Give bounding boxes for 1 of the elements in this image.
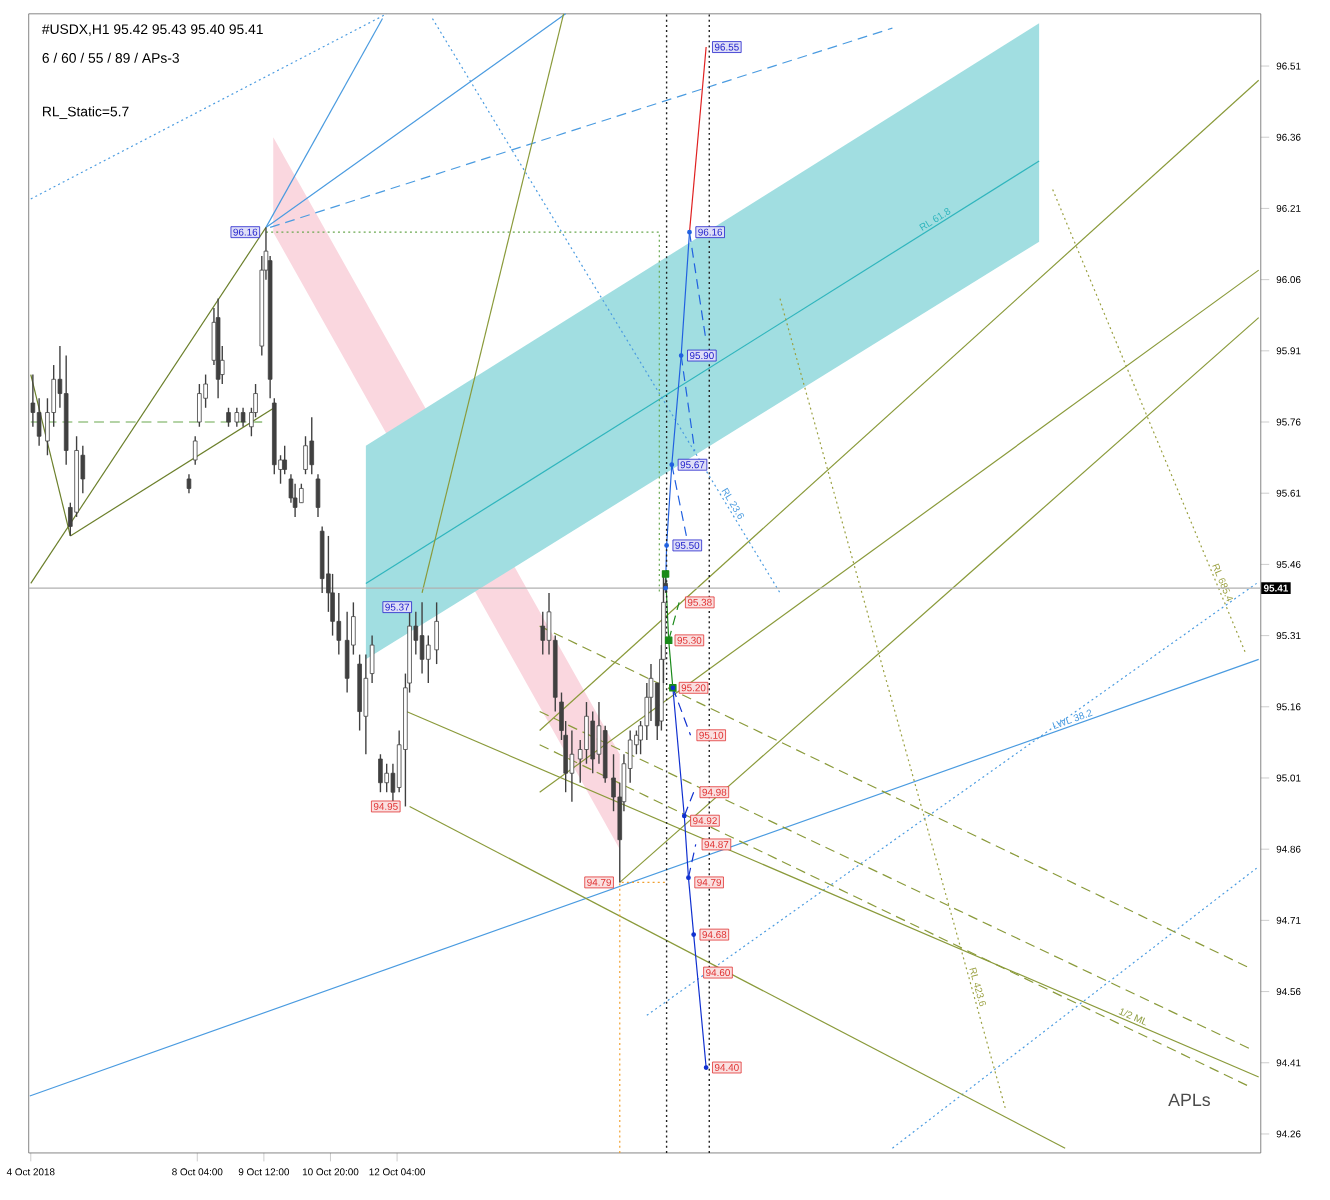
annotation: APLs	[1168, 1093, 1211, 1106]
